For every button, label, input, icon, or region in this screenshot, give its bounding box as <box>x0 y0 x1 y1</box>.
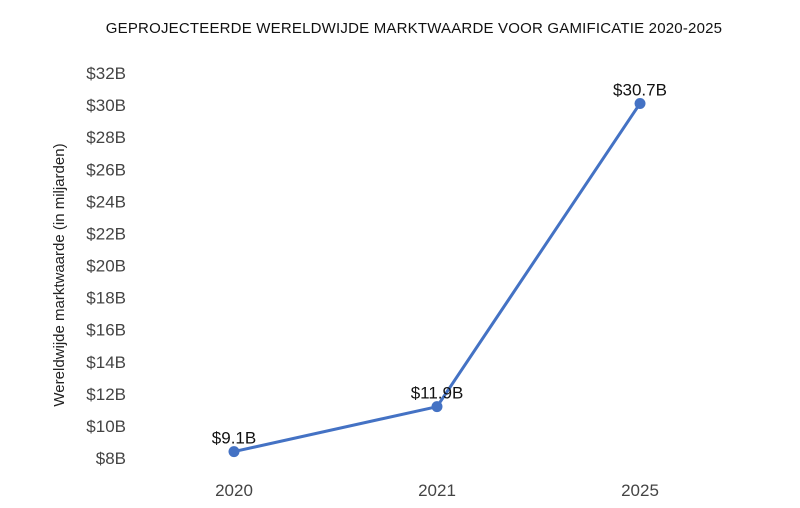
y-tick-label: $14B <box>86 353 126 372</box>
x-tick-label: 2020 <box>215 481 253 500</box>
y-tick-label: $26B <box>86 160 126 179</box>
data-point <box>228 446 240 458</box>
data-labels: $9.1B $11.9B $30.7B <box>212 80 667 447</box>
y-tick-label: $32B <box>86 64 126 83</box>
y-tick-label: $18B <box>86 289 126 308</box>
data-label: $30.7B <box>613 80 667 99</box>
y-tick-label: $22B <box>86 224 126 243</box>
y-tick-labels: $8B $10B $12B $14B $16B $18B $20B $22B $24B $26B $… <box>86 64 126 468</box>
y-tick-label: $20B <box>86 257 126 276</box>
x-tick-label: 2025 <box>621 481 659 500</box>
x-tick-label: 2021 <box>418 481 456 500</box>
chart-title: GEPROJECTEERDE WERELDWIJDE MARKTWAARDE V… <box>106 20 722 37</box>
y-tick-label: $16B <box>86 321 126 340</box>
y-tick-label: $30B <box>86 96 126 115</box>
data-label: $9.1B <box>212 429 256 448</box>
data-label: $11.9B <box>411 384 464 403</box>
y-tick-label: $28B <box>86 128 126 147</box>
data-point <box>634 97 646 109</box>
x-tick-labels: 2020 2021 2025 <box>215 481 659 500</box>
data-points <box>228 97 646 458</box>
y-tick-label: $24B <box>86 192 126 211</box>
y-tick-label: $10B <box>86 417 126 436</box>
y-tick-label: $8B <box>96 449 126 468</box>
data-point <box>431 401 443 413</box>
y-tick-label: $12B <box>86 385 126 404</box>
y-axis-label: Wereldwijde marktwaarde (in miljarden) <box>51 143 68 406</box>
